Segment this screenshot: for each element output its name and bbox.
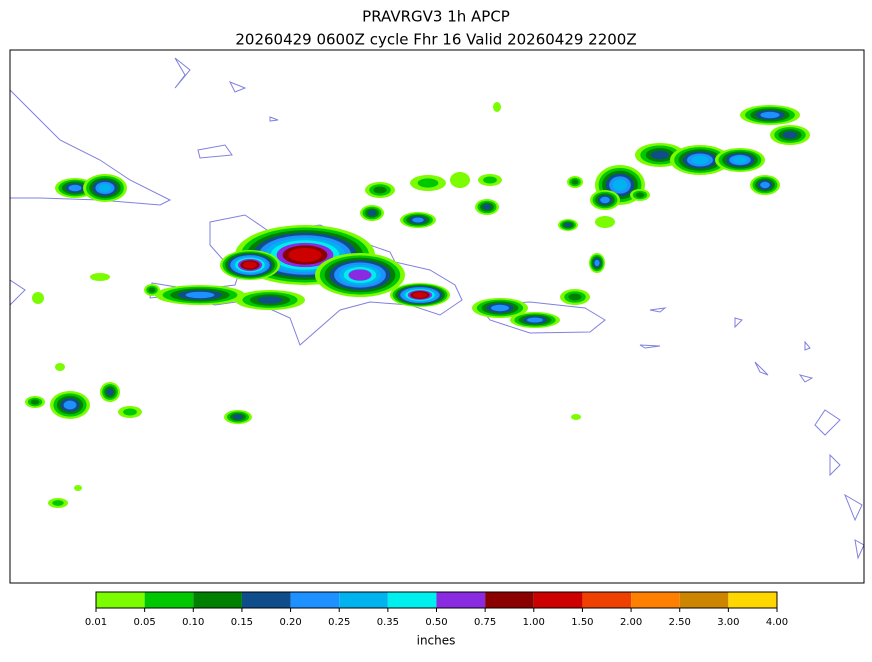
colorbar-tick-label: 0.15 [231, 617, 253, 628]
colorbar-tick-label: 4.00 [766, 617, 788, 628]
title-line: 20260429 0600Z cycle Fhr 16 Valid 202604… [235, 31, 636, 49]
precip-contour [367, 210, 377, 216]
precip-contour [90, 273, 110, 281]
colorbar-segment [679, 592, 729, 608]
precip-contour [595, 216, 615, 228]
precip-contour [612, 179, 628, 191]
colorbar-segment [631, 592, 680, 608]
colorbar-segment [339, 592, 388, 608]
colorbar-tick-label: 0.01 [85, 617, 107, 628]
colorbar-segment [144, 592, 194, 608]
colorbar-tick-label: 0.75 [474, 617, 496, 628]
coastline [829, 453, 841, 477]
colorbar-tick-label: 0.05 [134, 617, 156, 628]
colorbar-tick-label: 0.25 [328, 617, 350, 628]
precip-contour [571, 414, 581, 420]
precip-contour [63, 400, 77, 410]
colorbar-segment [387, 592, 437, 608]
precip-contour [564, 222, 572, 228]
coastline [798, 374, 814, 383]
title-line: PRAVRGV3 1h APCP [362, 8, 510, 26]
coastline [197, 144, 233, 159]
coastline [804, 340, 811, 351]
precip-contour [600, 196, 610, 204]
precip-contour [52, 500, 64, 506]
precip-contour [74, 485, 82, 491]
precip-contour [650, 150, 670, 160]
colorbar-tick-label: 2.00 [620, 617, 642, 628]
colorbar-segment [582, 592, 632, 608]
precip-contour [123, 408, 137, 416]
colorbar-tick-label: 1.00 [523, 617, 545, 628]
coastline [269, 116, 279, 122]
colorbar-label: inches [417, 634, 456, 648]
precip-contour [732, 156, 748, 164]
coastline [639, 344, 661, 349]
precip-contour [232, 414, 244, 420]
coastline [734, 317, 743, 329]
colorbar-tick-label: 0.35 [377, 617, 399, 628]
precip-contour [568, 293, 582, 301]
colorbar-segment [193, 592, 242, 608]
precip-contour [242, 261, 258, 269]
precip-contour [68, 184, 82, 192]
precip-contour [594, 259, 600, 267]
colorbar-segment [485, 592, 534, 608]
precip-contour [491, 304, 509, 312]
coastline [854, 539, 864, 560]
precip-contour [288, 247, 322, 263]
precip-contour [257, 296, 283, 304]
precip-contour [760, 181, 770, 189]
precip-contour [760, 111, 780, 119]
precip-contour [55, 363, 65, 371]
precip-contour [482, 204, 492, 210]
precip-contour [32, 292, 44, 304]
coastline [477, 301, 606, 334]
colorbar-segment [241, 592, 291, 608]
precip-contour [98, 183, 112, 193]
precip-contour [373, 186, 387, 194]
coastline [649, 307, 667, 313]
precip-contour [148, 287, 156, 293]
colorbar-segment [728, 592, 777, 608]
colorbar-tick-label: 2.50 [669, 617, 691, 628]
precip-contour [412, 217, 424, 223]
colorbar-tick-label: 1.50 [571, 617, 593, 628]
coastline [228, 81, 247, 93]
colorbar-segment [96, 592, 145, 608]
map-area [10, 57, 864, 560]
precip-contour [348, 269, 372, 281]
precip-contour [571, 179, 579, 185]
coastline [814, 409, 841, 436]
precip-contour [635, 192, 645, 198]
coastline [174, 57, 191, 89]
precip-contour [30, 399, 40, 405]
colorbar-tick-label: 3.00 [717, 617, 739, 628]
precip-contour [493, 102, 501, 112]
colorbar-tick-label: 0.10 [182, 617, 204, 628]
precip-contour [782, 131, 798, 139]
precip-contour [527, 317, 543, 323]
colorbar-segment [533, 592, 583, 608]
coastline [843, 493, 863, 522]
colorbar-tick-label: 0.50 [425, 617, 447, 628]
colorbar-tick-label: 0.20 [279, 617, 301, 628]
precip-contour [106, 388, 114, 396]
map-frame [9, 49, 865, 584]
colorbar-segment [436, 592, 486, 608]
precip-contour [450, 172, 470, 188]
coastline [10, 279, 26, 306]
colorbar-segment [290, 592, 340, 608]
coastline [10, 89, 172, 206]
precip-contour [185, 291, 215, 299]
precip-contour [483, 176, 497, 184]
precip-contour [691, 155, 709, 165]
precip-contour [417, 178, 439, 188]
precip-contour [412, 292, 428, 298]
coastline [754, 361, 769, 376]
